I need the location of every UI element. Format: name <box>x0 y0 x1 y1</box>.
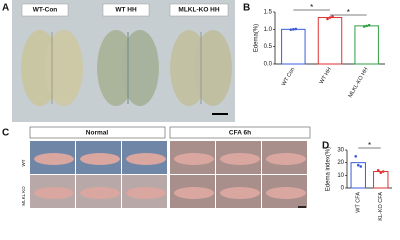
panel-letter: D <box>322 141 329 152</box>
paw <box>126 187 166 199</box>
header-box <box>169 126 311 139</box>
paw <box>220 187 260 199</box>
paw <box>80 153 120 165</box>
x-tick-label: MLKL-KO CFA <box>378 192 384 221</box>
y-axis-label: Edema(%) <box>254 24 260 52</box>
label: WT-Con <box>33 7 58 14</box>
data-point <box>289 28 293 31</box>
header-box <box>29 126 166 139</box>
data-point <box>354 155 358 158</box>
row-label: MLKL KO <box>21 186 26 206</box>
y-tick-label: 30 <box>337 148 344 154</box>
sig-star: * <box>368 141 371 150</box>
y-axis-label: Edema index(%) <box>326 147 332 191</box>
panel-letter: A <box>2 3 9 14</box>
data-point <box>326 17 329 21</box>
bar <box>350 162 366 189</box>
paw-photos <box>30 141 307 208</box>
label: WT HH <box>115 7 137 14</box>
brain-labels: WT-Con WT HH MLKL-KO HH <box>21 3 229 17</box>
header: CFA 6h <box>229 130 251 137</box>
paw <box>34 153 74 165</box>
bar <box>281 28 306 65</box>
data-point <box>381 170 385 173</box>
panel-letter: B <box>243 3 250 14</box>
x-tick-label: WT CFA <box>356 192 362 213</box>
data-point <box>379 171 383 175</box>
label: MLKL-KO HH <box>178 7 219 14</box>
paw <box>266 187 306 199</box>
y-tick-label: 1.0 <box>264 27 273 33</box>
panel-letter: C <box>2 128 9 139</box>
data-point <box>294 27 298 31</box>
brains <box>21 30 232 115</box>
data-point <box>362 25 366 28</box>
figure: A WT-Con WT HH MLKL-KO HH C Normal CFA 6… <box>2 0 392 221</box>
header: Normal <box>86 130 109 137</box>
paw <box>266 153 306 165</box>
bar <box>354 25 379 65</box>
sig-star: * <box>347 8 350 17</box>
data-point <box>356 163 360 167</box>
paw <box>126 153 166 165</box>
data-point <box>367 23 371 27</box>
y-tick-label: 0.5 <box>264 44 273 50</box>
x-tick-label: MLKL-KO HH <box>348 67 370 99</box>
paw <box>220 153 260 165</box>
data-point <box>328 16 332 19</box>
data-point <box>331 15 334 18</box>
y-tick-label: 10 <box>337 173 344 179</box>
paw <box>80 187 120 199</box>
y-tick-label: 0.0 <box>264 62 273 68</box>
data-point <box>376 168 380 172</box>
y-tick-label: 20 <box>337 160 344 166</box>
sig-star: * <box>310 3 313 12</box>
paw <box>34 187 74 199</box>
x-tick-label: WT Con <box>281 67 296 87</box>
row-label: WT <box>21 159 26 166</box>
bar <box>317 17 343 65</box>
y-tick-label: 0 <box>341 186 345 192</box>
paw <box>174 187 214 199</box>
paw <box>174 153 214 165</box>
data-point <box>359 165 363 168</box>
data-point <box>292 28 295 31</box>
x-tick-label: WT HH <box>319 67 333 86</box>
data-point <box>365 24 368 28</box>
y-tick-label: 1.5 <box>264 10 273 16</box>
